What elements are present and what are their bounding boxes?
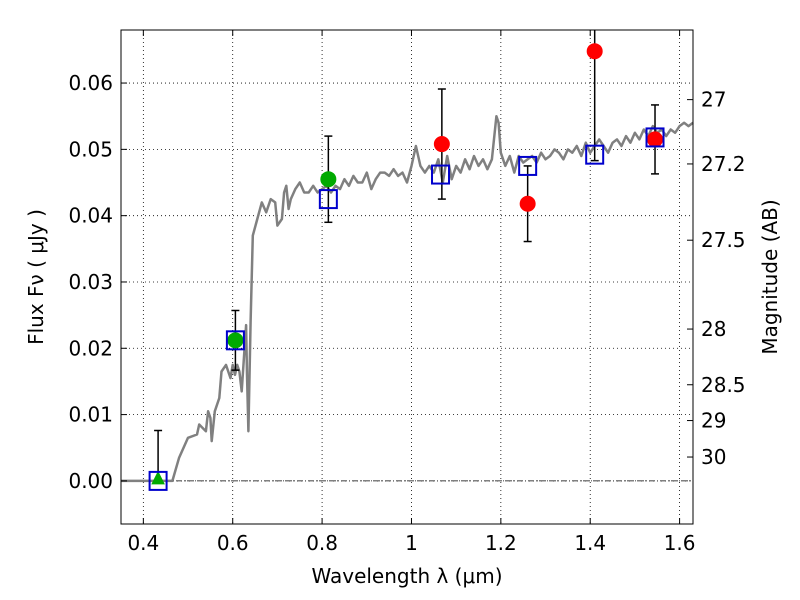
y-tick-label: 0.03	[68, 270, 113, 294]
right-tick-label: 30	[701, 445, 726, 469]
data-point-circle	[519, 195, 536, 212]
x-tick-label: 0.4	[127, 531, 159, 555]
y-tick-label: 0.04	[68, 204, 113, 228]
x-tick-label: 1.4	[574, 531, 606, 555]
right-tick-label: 28	[701, 317, 726, 341]
y-axis-title: Flux Fν ( μJy )	[24, 209, 48, 345]
right-axis-ticks: 27 27.2 27.5 28 28.5 29 30	[687, 88, 746, 469]
x-axis-ticks: 0.4 0.6 0.8 1 1.2 1.4 1.6	[127, 30, 696, 555]
data-point-circle	[320, 171, 337, 188]
right-tick-label: 27.2	[701, 152, 746, 176]
x-tick-label: 1.6	[664, 531, 696, 555]
y-tick-label: 0.00	[68, 469, 113, 493]
data-point-circle	[586, 43, 603, 60]
x-axis-title: Wavelength λ (μm)	[311, 564, 502, 588]
model-point-square	[518, 155, 538, 176]
x-tick-label: 0.8	[306, 531, 338, 555]
plot-frame	[120, 29, 694, 525]
model-spectrum	[121, 114, 694, 483]
model-point-square	[431, 164, 451, 185]
y-axis-ticks: 0.00 0.01 0.02 0.03 0.04 0.05 0.06	[68, 71, 127, 493]
right-axis-title: Magnitude (AB)	[758, 199, 782, 354]
model-point-square	[585, 144, 605, 165]
y-tick-label: 0.01	[68, 403, 113, 427]
model-point-square	[645, 127, 665, 148]
x-tick-label: 1.2	[485, 531, 517, 555]
x-tick-label: 0.6	[217, 531, 249, 555]
data-point-circle	[433, 136, 450, 153]
data-point-circle	[647, 131, 664, 148]
y-tick-label: 0.02	[68, 336, 113, 360]
right-tick-label: 27.5	[701, 228, 746, 252]
right-tick-label: 29	[701, 409, 726, 433]
error-bars	[154, 30, 660, 482]
y-tick-label: 0.05	[68, 137, 113, 161]
data-markers	[148, 43, 665, 491]
model-spectrum-line	[121, 114, 694, 483]
data-point-triangle	[151, 470, 165, 485]
x-tick-label: 1	[405, 531, 418, 555]
y-tick-label: 0.06	[68, 71, 113, 95]
model-point-square	[148, 470, 168, 491]
right-tick-label: 28.5	[701, 373, 746, 397]
right-tick-label: 27	[701, 88, 726, 112]
grid-lines	[121, 30, 693, 524]
model-point-square	[318, 189, 338, 210]
data-point-circle	[227, 332, 244, 349]
model-point-square	[225, 330, 245, 351]
